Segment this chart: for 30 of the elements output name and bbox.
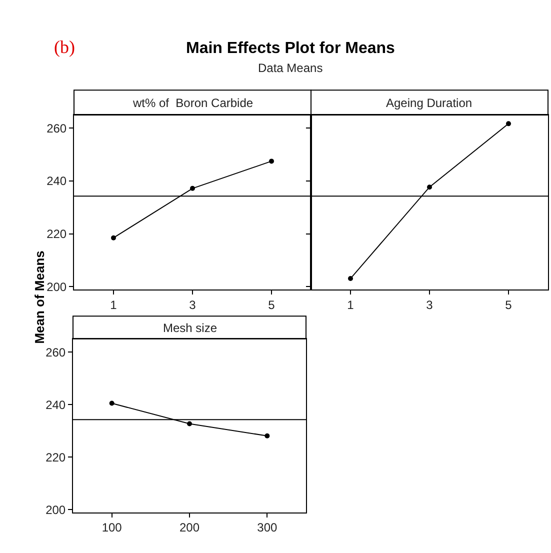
point bbox=[264, 433, 270, 438]
y-tick-label: 220 bbox=[46, 450, 66, 464]
y-axis-title: Mean of Means bbox=[32, 250, 48, 344]
x-tick-label: 1 bbox=[347, 298, 354, 312]
x-tick-label: 3 bbox=[189, 298, 196, 312]
x-tick-label: 3 bbox=[426, 298, 434, 312]
y-tick-label: 240 bbox=[46, 398, 66, 412]
point bbox=[190, 186, 195, 191]
point bbox=[269, 158, 274, 164]
text: Data Means bbox=[258, 61, 323, 75]
x-tick-label: 100 bbox=[102, 520, 122, 535]
point bbox=[187, 421, 192, 426]
y-tick-label: 260 bbox=[46, 121, 67, 136]
x-tick-label: 5 bbox=[505, 298, 512, 312]
x-tick-label: 1 bbox=[110, 298, 118, 312]
chart-title: wt% of Boron Carbide bbox=[132, 96, 254, 110]
x-tick-label: 300 bbox=[257, 520, 278, 535]
x-tick-label: 200 bbox=[179, 520, 200, 535]
x-tick-label: 5 bbox=[268, 298, 276, 312]
point bbox=[109, 400, 114, 406]
y-tick-label: 220 bbox=[46, 227, 67, 242]
y-tick-label: 200 bbox=[46, 502, 66, 517]
chart-title: Mesh size bbox=[163, 321, 218, 335]
text: (b) bbox=[54, 37, 75, 57]
y-tick-label: 240 bbox=[46, 174, 67, 188]
chart-title: Ageing Duration bbox=[386, 96, 472, 110]
y-tick-label: 200 bbox=[46, 280, 67, 294]
text: Main Effects Plot for Means bbox=[186, 40, 396, 57]
point bbox=[111, 235, 116, 240]
y-tick-label: 260 bbox=[46, 345, 66, 360]
